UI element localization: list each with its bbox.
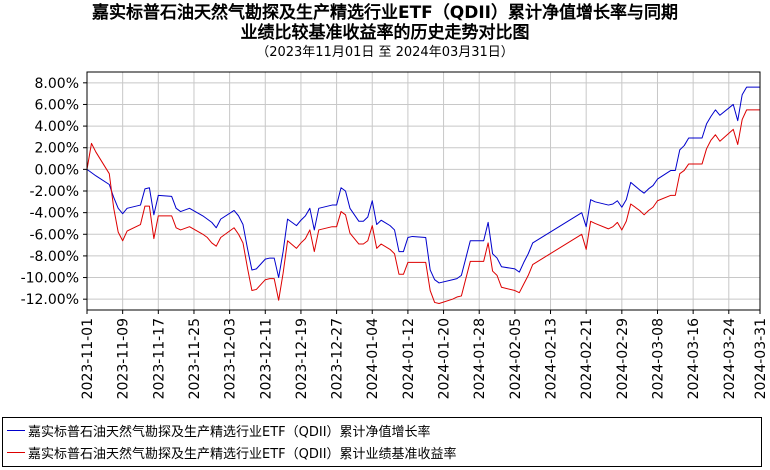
x-tick-label: 2023-12-19 — [294, 318, 310, 399]
chart-title-line-2: 业绩比较基准收益率的历史走势对比图 — [240, 23, 530, 43]
x-tick-label: 2023-12-27 — [330, 318, 346, 399]
line-chart: 8.00% 6.00% 4.00% 2.00% 0.00% -2.00% -4.00% -6.… — [21, 71, 769, 399]
x-tick-label: 2024-03-31 — [753, 318, 769, 399]
y-tick-label: 4.00% — [35, 119, 79, 135]
x-tick-label: 2024-01-20 — [437, 318, 453, 399]
x-tick-label: 2023-12-03 — [223, 318, 239, 399]
y-tick-label: 8.00% — [35, 76, 79, 92]
chart-subtitle: （2023年11月01日 至 2024年03月31日） — [256, 45, 514, 60]
y-axis: 8.00% 6.00% 4.00% 2.00% 0.00% -2.00% -4.00% -6.… — [21, 76, 87, 308]
x-tick-label: 2024-03-16 — [686, 318, 702, 399]
y-tick-label: -8.00% — [29, 249, 79, 265]
x-tick-label: 2023-12-11 — [258, 318, 274, 399]
x-tick-label: 2024-01-12 — [401, 318, 417, 399]
x-tick-label: 2024-02-13 — [544, 318, 560, 399]
x-tick-label: 2024-03-24 — [722, 318, 738, 399]
y-tick-label: 2.00% — [35, 141, 79, 157]
x-tick-label: 2024-02-29 — [615, 318, 631, 399]
legend-swatch-nav — [7, 429, 25, 431]
x-tick-label: 2023-11-25 — [187, 318, 203, 399]
legend-label-benchmark: 嘉实标普石油天然气勘探及生产精选行业ETF（QDII）累计业绩基准收益率 — [28, 446, 457, 462]
x-tick-label: 2023-11-17 — [151, 318, 167, 399]
x-tick-label: 2024-01-28 — [472, 318, 488, 399]
x-tick-label: 2024-02-05 — [508, 318, 524, 399]
legend-entry-nav: 嘉实标普石油天然气勘探及生产精选行业ETF（QDII）累计净值增长率 — [7, 420, 431, 440]
x-tick-label: 2023-11-09 — [116, 318, 132, 399]
y-tick-label: -2.00% — [29, 184, 79, 200]
x-tick-label: 2024-02-21 — [579, 318, 595, 399]
x-tick-label: 2024-03-08 — [650, 318, 666, 399]
legend-entry-benchmark: 嘉实标普石油天然气勘探及生产精选行业ETF（QDII）累计业绩基准收益率 — [7, 442, 457, 462]
series-line-nav — [86, 86, 760, 284]
series-layer — [86, 86, 760, 305]
x-tick-label: 2023-11-01 — [80, 318, 96, 399]
y-tick-label: -10.00% — [21, 271, 79, 287]
chart-title-line-1: 嘉实标普石油天然气勘探及生产精选行业ETF（QDII）累计净值增长率与同期 — [91, 3, 679, 23]
y-tick-label: 0.00% — [35, 162, 79, 178]
legend: 嘉实标普石油天然气勘探及生产精选行业ETF（QDII）累计净值增长率 嘉实标普石… — [2, 417, 762, 467]
series-line-benchmark — [86, 109, 760, 305]
y-tick-label: -12.00% — [21, 292, 79, 308]
x-axis: 2023-11-01 2023-11-09 2023-11-17 2023-11-25… — [80, 310, 769, 399]
legend-label-nav: 嘉实标普石油天然气勘探及生产精选行业ETF（QDII）累计净值增长率 — [28, 424, 431, 440]
y-tick-label: -6.00% — [29, 227, 79, 243]
y-tick-label: -4.00% — [29, 206, 79, 222]
grid — [86, 72, 761, 310]
legend-swatch-benchmark — [7, 451, 25, 453]
y-tick-label: 6.00% — [35, 97, 79, 113]
x-tick-label: 2024-01-04 — [365, 318, 381, 399]
